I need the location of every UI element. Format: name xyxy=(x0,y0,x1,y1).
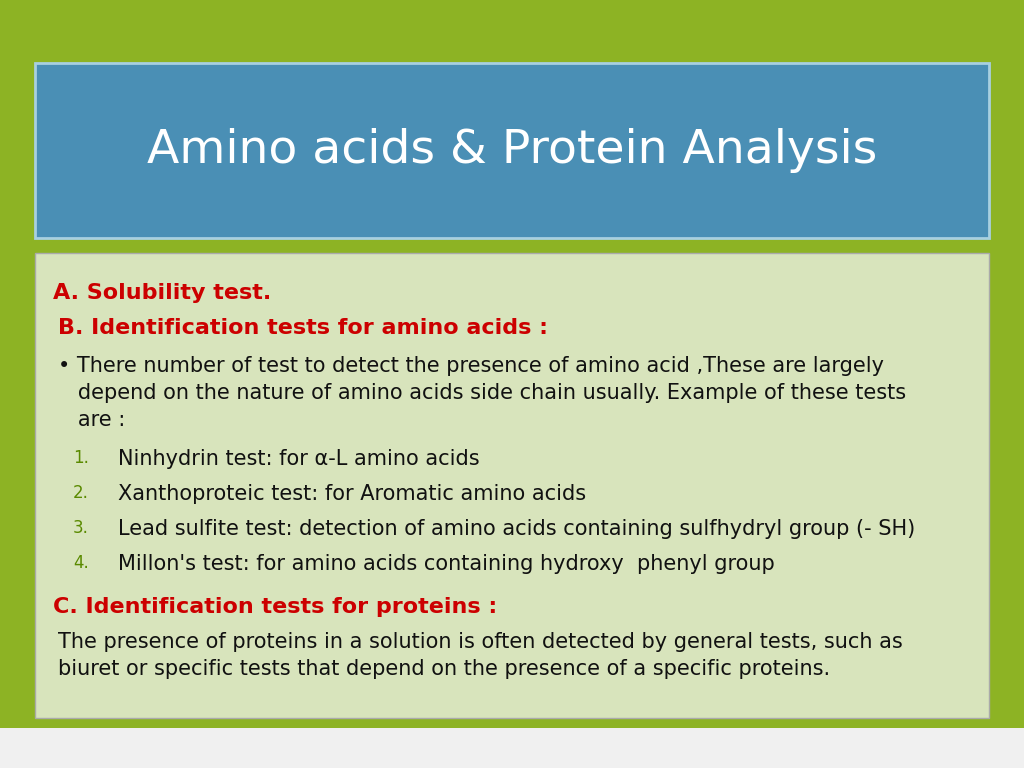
FancyBboxPatch shape xyxy=(0,728,1024,768)
Text: depend on the nature of amino acids side chain usually. Example of these tests: depend on the nature of amino acids side… xyxy=(58,383,906,403)
Text: 4.: 4. xyxy=(73,554,89,572)
Text: Lead sulfite test: detection of amino acids containing sulfhydryl group (- SH): Lead sulfite test: detection of amino ac… xyxy=(118,519,915,539)
Text: are :: are : xyxy=(58,410,125,430)
Text: A. Solubility test.: A. Solubility test. xyxy=(53,283,271,303)
FancyBboxPatch shape xyxy=(35,253,989,718)
Text: B. Identification tests for amino acids :: B. Identification tests for amino acids … xyxy=(58,318,548,338)
Text: Xanthoproteic test: for Aromatic amino acids: Xanthoproteic test: for Aromatic amino a… xyxy=(118,484,586,504)
Text: Amino acids & Protein Analysis: Amino acids & Protein Analysis xyxy=(146,128,878,173)
Text: Millon's test: for amino acids containing hydroxy  phenyl group: Millon's test: for amino acids containin… xyxy=(118,554,775,574)
Text: The presence of proteins in a solution is often detected by general tests, such : The presence of proteins in a solution i… xyxy=(58,632,903,652)
Text: 2.: 2. xyxy=(73,484,89,502)
Text: C. Identification tests for proteins :: C. Identification tests for proteins : xyxy=(53,597,498,617)
Text: Ninhydrin test: for α-L amino acids: Ninhydrin test: for α-L amino acids xyxy=(118,449,479,469)
Text: biuret or specific tests that depend on the presence of a specific proteins.: biuret or specific tests that depend on … xyxy=(58,659,830,679)
FancyBboxPatch shape xyxy=(35,63,989,238)
Text: 3.: 3. xyxy=(73,519,89,537)
Text: • There number of test to detect the presence of amino acid ,These are largely: • There number of test to detect the pre… xyxy=(58,356,884,376)
Text: 1.: 1. xyxy=(73,449,89,467)
